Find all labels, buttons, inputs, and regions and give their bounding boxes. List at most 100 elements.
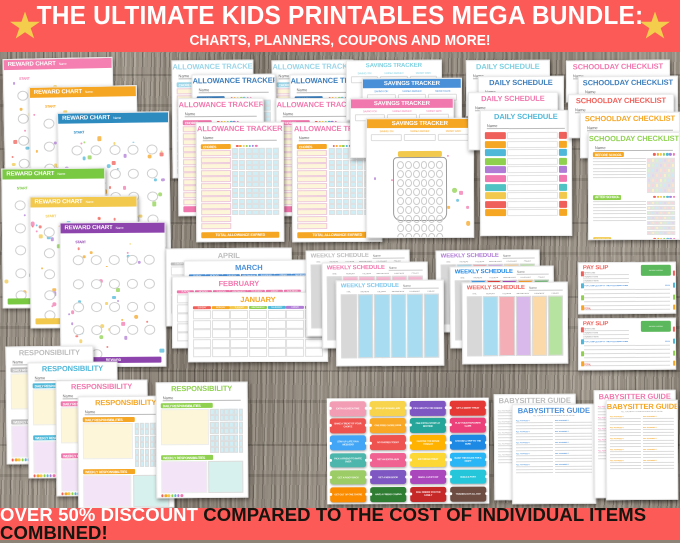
guide-line[interactable]: [610, 424, 641, 425]
chore-row[interactable]: [201, 183, 231, 189]
guide-line[interactable]: [516, 447, 553, 448]
grid-cell[interactable]: [350, 176, 357, 181]
grid-cell[interactable]: [253, 210, 259, 215]
reward-coupon[interactable]: PICK DINNER FOR THE FAMILY: [410, 487, 446, 502]
reward-coupon[interactable]: ONE EXTRA STORY AT BEDTIME: [410, 418, 446, 433]
grid-cell[interactable]: [259, 171, 265, 176]
row-write-area[interactable]: [507, 132, 558, 139]
payslip-field[interactable]: Employer's Name: [583, 332, 629, 335]
tick-cell[interactable]: [215, 415, 219, 421]
row-end-block[interactable]: [559, 141, 567, 148]
grid-cell[interactable]: [336, 160, 343, 165]
tick-cell[interactable]: [239, 428, 243, 434]
grid-cell[interactable]: [357, 199, 364, 204]
coin-circle[interactable]: [436, 178, 443, 186]
tick-cell[interactable]: [149, 442, 154, 448]
tick-cell[interactable]: [210, 428, 214, 434]
guide-line[interactable]: [610, 435, 641, 436]
chore-row[interactable]: [201, 223, 231, 229]
reward-coupon[interactable]: ONE FREE CHORE PASS: [370, 418, 406, 433]
schedule-column[interactable]: [548, 296, 564, 356]
pay-slip-sheet[interactable]: PAY SLIPPayment DateEmployer's NameEmplo…: [578, 318, 676, 371]
job-line[interactable]: [584, 297, 670, 299]
tick-cell[interactable]: [671, 158, 675, 163]
grid-cell[interactable]: [350, 182, 357, 187]
task-line[interactable]: [593, 158, 646, 159]
grid-cell[interactable]: [343, 176, 350, 181]
guide-line[interactable]: [516, 436, 553, 437]
row-end-block[interactable]: [559, 201, 567, 208]
day-cell[interactable]: [305, 348, 323, 357]
day-cell[interactable]: [212, 339, 230, 348]
day-cell[interactable]: [193, 339, 211, 348]
guide-line[interactable]: [643, 432, 674, 433]
tick-cell[interactable]: [135, 455, 140, 461]
tick-cell[interactable]: [134, 436, 139, 442]
reward-coupon[interactable]: CHOOSE THE MOVIE TONIGHT: [410, 435, 446, 450]
guide-line[interactable]: [516, 450, 553, 451]
schedule-column[interactable]: [407, 294, 423, 358]
tick-cell[interactable]: [229, 422, 233, 428]
day-cell[interactable]: [230, 339, 248, 348]
reward-coupon[interactable]: ICE CREAM TREAT: [410, 452, 446, 467]
guide-line[interactable]: [516, 422, 553, 423]
guide-line[interactable]: [643, 451, 674, 452]
row-end-block[interactable]: [559, 149, 567, 156]
tick-cell[interactable]: [215, 435, 219, 441]
babysitter-guide-sheet[interactable]: BABYSITTER GUIDEALL YOU NEED TO KNOW WHI…: [606, 400, 679, 500]
task-line[interactable]: [593, 174, 646, 175]
name-field[interactable]: Name: [403, 284, 439, 289]
guide-line[interactable]: [643, 446, 674, 447]
chore-row[interactable]: [201, 216, 231, 222]
guide-line[interactable]: [516, 472, 553, 473]
tick-cell[interactable]: [144, 423, 149, 429]
row-time-block[interactable]: [485, 175, 506, 182]
reward-step[interactable]: [147, 168, 158, 178]
tick-cell[interactable]: [239, 441, 243, 447]
weekly-schedule-sheet[interactable]: WEEKLY SCHEDULENameTIMEMONDAYTUESDAYWEDN…: [336, 280, 445, 367]
grid-cell[interactable]: [252, 148, 258, 153]
day-cell[interactable]: [230, 310, 248, 319]
tick-cell[interactable]: [215, 409, 219, 415]
coin-circle[interactable]: [405, 179, 412, 187]
reward-step[interactable]: [109, 302, 120, 312]
rewards-area[interactable]: [208, 461, 243, 493]
daily-grid[interactable]: [210, 409, 243, 454]
guide-line[interactable]: [643, 418, 674, 419]
schedule-column[interactable]: [499, 296, 515, 356]
job-line[interactable]: [584, 361, 670, 363]
day-cell[interactable]: [212, 348, 230, 357]
coin-circle[interactable]: [405, 197, 412, 205]
row-write-area[interactable]: [507, 201, 558, 208]
name-field[interactable]: Name: [57, 172, 65, 176]
grid-cell[interactable]: [273, 159, 279, 164]
grid-cell[interactable]: [329, 148, 336, 153]
grid-cell[interactable]: [350, 193, 357, 198]
grid-cell[interactable]: [259, 176, 265, 181]
tick-cell[interactable]: [671, 225, 675, 230]
row-time-block[interactable]: [485, 141, 506, 148]
reward-step[interactable]: [109, 325, 120, 335]
chore-row[interactable]: [297, 203, 327, 209]
grid-cell[interactable]: [350, 204, 357, 209]
day-cell[interactable]: [268, 348, 286, 357]
coin-circle[interactable]: [405, 233, 412, 239]
tick-cell[interactable]: [140, 442, 145, 448]
day-cell[interactable]: [249, 320, 267, 329]
grid-cell[interactable]: [336, 176, 343, 181]
coin-circle[interactable]: [429, 232, 436, 238]
reward-step[interactable]: [74, 302, 85, 312]
tick-cell[interactable]: [215, 447, 219, 453]
reward-coupon[interactable]: STAY UP LATE ON A WEEKEND: [330, 436, 366, 451]
grid-cell[interactable]: [329, 182, 336, 187]
guide-line[interactable]: [555, 458, 592, 459]
schedule-row[interactable]: [485, 132, 567, 139]
guide-line[interactable]: [643, 424, 674, 425]
grid-cell[interactable]: [357, 165, 364, 170]
reward-step[interactable]: [15, 223, 26, 233]
reward-step[interactable]: [16, 268, 27, 278]
grid-cell[interactable]: [245, 154, 251, 159]
grid-cell[interactable]: [246, 210, 252, 215]
guide-line[interactable]: [516, 425, 553, 426]
day-cell[interactable]: [268, 310, 286, 319]
